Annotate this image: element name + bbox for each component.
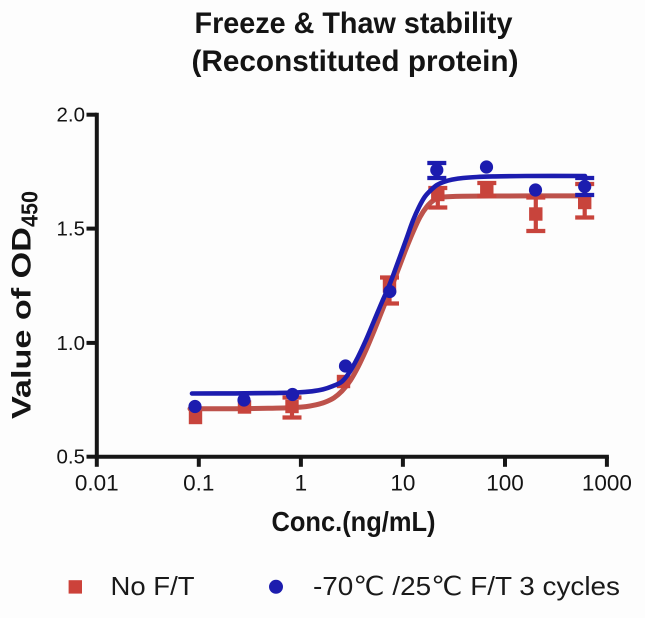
- svg-text:100: 100: [486, 471, 524, 496]
- svg-text:Value of OD450: Value of OD450: [7, 191, 43, 419]
- svg-text:1000: 1000: [582, 471, 632, 496]
- svg-text:1.5: 1.5: [57, 218, 86, 241]
- svg-text:-70℃ /25℃ F/T 3 cycles: -70℃ /25℃ F/T 3 cycles: [313, 571, 620, 601]
- svg-text:2.0: 2.0: [57, 104, 86, 127]
- svg-text:10: 10: [390, 471, 415, 496]
- svg-text:1.0: 1.0: [57, 332, 86, 355]
- svg-text:1: 1: [295, 471, 308, 496]
- svg-text:Conc.(ng/mL): Conc.(ng/mL): [272, 506, 436, 537]
- svg-text:0.5: 0.5: [57, 446, 86, 469]
- svg-text:No F/T: No F/T: [111, 571, 195, 601]
- svg-text:(Reconstituted protein): (Reconstituted protein): [192, 45, 519, 78]
- svg-text:Freeze & Thaw stability: Freeze & Thaw stability: [195, 7, 513, 40]
- svg-text:0.01: 0.01: [75, 471, 119, 496]
- svg-text:0.1: 0.1: [183, 471, 214, 496]
